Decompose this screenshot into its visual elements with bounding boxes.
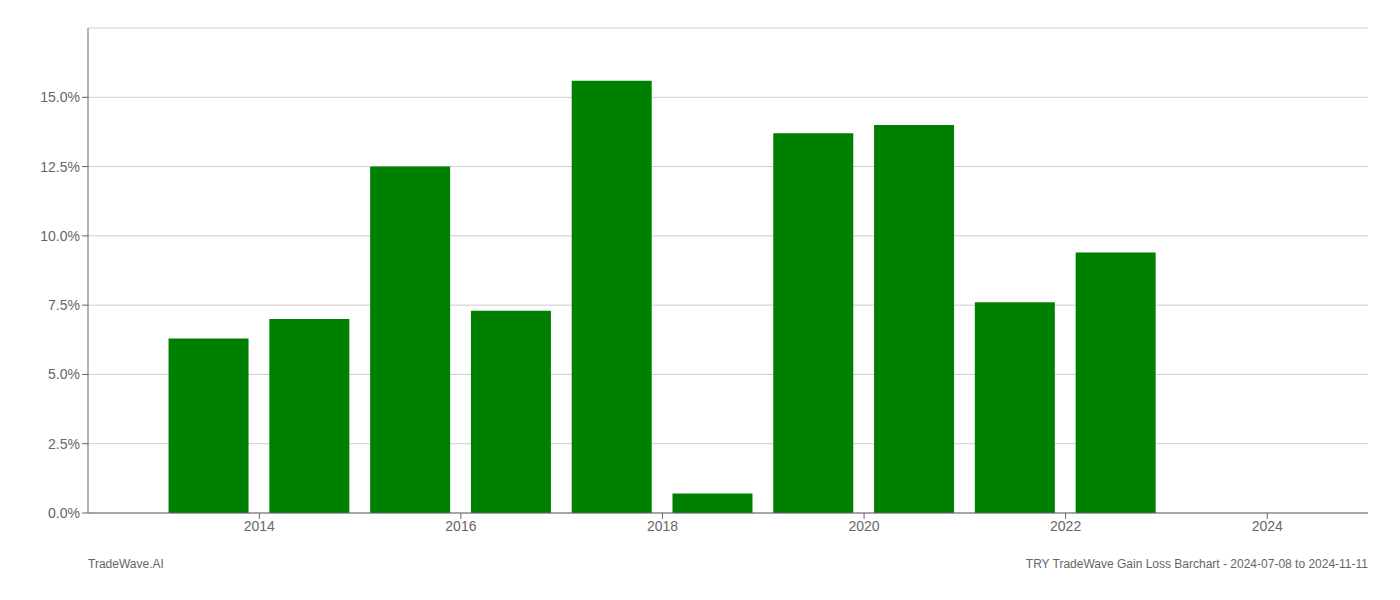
svg-text:2016: 2016 xyxy=(445,518,476,534)
svg-text:5.0%: 5.0% xyxy=(48,366,80,382)
html-text:TRY TradeWave Gain Loss Barcha: TRY TradeWave Gain Loss Barchart - 2024-… xyxy=(1025,557,1368,571)
svg-text:10.0%: 10.0% xyxy=(40,228,80,244)
svg-text:15.0%: 15.0% xyxy=(40,89,80,105)
svg-text:2.5%: 2.5% xyxy=(48,436,80,452)
svg-text:2024: 2024 xyxy=(1252,518,1283,534)
svg-text:0.0%: 0.0% xyxy=(48,505,80,521)
svg-text:7.5%: 7.5% xyxy=(48,297,80,313)
svg-text:2022: 2022 xyxy=(1050,518,1081,534)
svg-text:2018: 2018 xyxy=(647,518,678,534)
svg-text:2020: 2020 xyxy=(848,518,879,534)
html-text:TradeWave.AI: TradeWave.AI xyxy=(88,557,164,571)
svg-text:12.5%: 12.5% xyxy=(40,159,80,175)
svg-text:2014: 2014 xyxy=(244,518,275,534)
